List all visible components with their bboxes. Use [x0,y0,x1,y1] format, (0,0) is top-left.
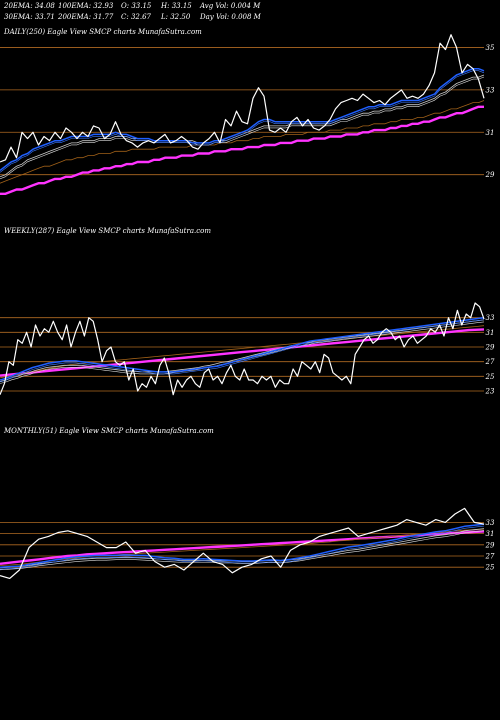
weekly-plot: 33 31 29 27 25 23 [0,302,495,396]
ema30-line [0,319,485,382]
ema100-line [0,100,485,184]
stat-high: H: 33.15 [160,2,192,10]
ema200-line [0,530,485,565]
price-line [0,507,485,579]
y-tick-label: 29 [485,541,495,549]
monthly-plot: 33 31 29 27 25 [0,507,495,579]
stat-day-vol: Day Vol: 0.008 M [199,13,262,21]
ema20-line [0,523,485,568]
y-tick-label: 31 [486,329,495,337]
y-tick-label: 23 [485,388,495,396]
y-tick-label: 25 [485,373,495,381]
stat-avg-vol: Avg Vol: 0.004 M [199,2,261,10]
y-tick-label: 31 [486,530,495,538]
ema100-line [0,528,485,566]
weekly-panel: WEEKLY(287) Eagle View SMCP charts Munaf… [0,227,495,396]
y-tick-label: 33 [486,519,495,527]
y-tick-label: 33 [486,86,495,94]
header-stats: 20EMA: 34.08 100EMA: 32.93 O: 33.15 H: 3… [3,2,262,21]
y-tick-label: 27 [485,358,495,366]
stat-ema30: 30EMA: 33.71 [4,13,55,21]
ema30-band-line [0,76,485,180]
y-tick-label: 31 [486,129,495,137]
stat-low: L: 32.50 [160,13,191,21]
y-tick-label: 27 [485,553,495,561]
stat-ema100: 100EMA: 32.93 [58,2,114,10]
y-tick-label: 25 [485,564,495,572]
ema20-band-line [0,319,485,383]
ema200-line [0,328,485,377]
price-line [0,302,485,396]
y-tick-label: 33 [486,314,495,322]
stat-close: C: 32.67 [121,13,152,21]
ema20-band-line [0,525,485,570]
y-tick-label: 29 [485,344,495,352]
daily-panel: DAILY(250) Eagle View SMCP charts Munafa… [0,28,495,195]
y-tick-label: 29 [485,171,495,179]
daily-plot: 35 33 31 29 [0,34,495,195]
ema20-line [0,316,485,381]
ema30-band-line [0,530,485,571]
ema200-line [0,105,484,195]
ema20-band-line [0,70,485,173]
monthly-panel: MONTHLY(51) Eagle View SMCP charts Munaf… [0,427,495,579]
ema20-line [0,67,485,171]
price-line [0,34,485,163]
stat-ema200: 200EMA: 31.77 [57,13,114,21]
monthly-title: MONTHLY(51) Eagle View SMCP charts Munaf… [3,427,214,435]
weekly-title: WEEKLY(287) Eagle View SMCP charts Munaf… [4,227,211,235]
daily-title: DAILY(250) Eagle View SMCP charts Munafa… [3,28,202,36]
stat-open: O: 33.15 [121,2,152,10]
y-tick-label: 35 [486,44,495,52]
stat-ema20: 20EMA: 34.08 [3,2,55,10]
